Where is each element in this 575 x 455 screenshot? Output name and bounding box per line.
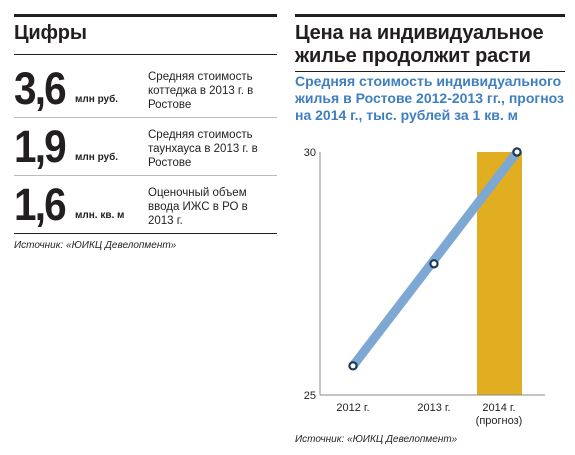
x-tick-note: (прогноз) [476,415,523,427]
left-top-rule [14,14,277,17]
right-panel-title: Цена на индивидуальное жилье продолжит р… [295,22,544,67]
x-tick-label: 2014 г. [482,402,515,414]
stat-unit: млн руб. [75,94,119,105]
stat-number: 1,9 [14,121,67,172]
data-point [429,259,439,269]
right-top-rule [295,14,565,17]
stat-number: 1,6 [14,179,67,230]
stat-description: Оценочный объем ввода ИЖС в РО в 2013 г. [148,187,248,227]
x-tick-label: 2013 г. [417,402,450,414]
stat-description: Средняя стоимость коттеджа в 2013 г. в Р… [148,71,254,111]
left-panel-title: Цифры [14,22,87,44]
left-source: Источник: «ЮИКЦ Девелопмент» [14,240,177,251]
stat-divider [14,175,277,176]
y-tick-label: 25 [304,390,316,402]
stat-unit: млн руб. [75,152,119,163]
chart-subtitle: Средняя стоимость индивидуального жилья … [295,73,564,123]
x-tick-label: 2012 г. [336,402,369,414]
y-tick-label: 30 [304,147,316,159]
left-title-divider [14,54,277,55]
data-point [512,147,522,157]
trend-line [349,149,521,369]
data-point [348,361,358,371]
stat-description: Средняя стоимость таунхауса в 2013 г. в … [148,129,258,169]
stat-unit: млн. кв. м [75,210,125,221]
right-source: Источник: «ЮИКЦ Девелопмент» [295,434,458,445]
right-title-divider [295,71,565,72]
stat-bottom-rule [14,233,277,234]
stat-divider [14,117,277,118]
price-line-chart: 25 30 2012 г. 2013 г. 2014 г.(прогноз) [304,147,545,427]
stat-number: 3,6 [14,63,67,114]
